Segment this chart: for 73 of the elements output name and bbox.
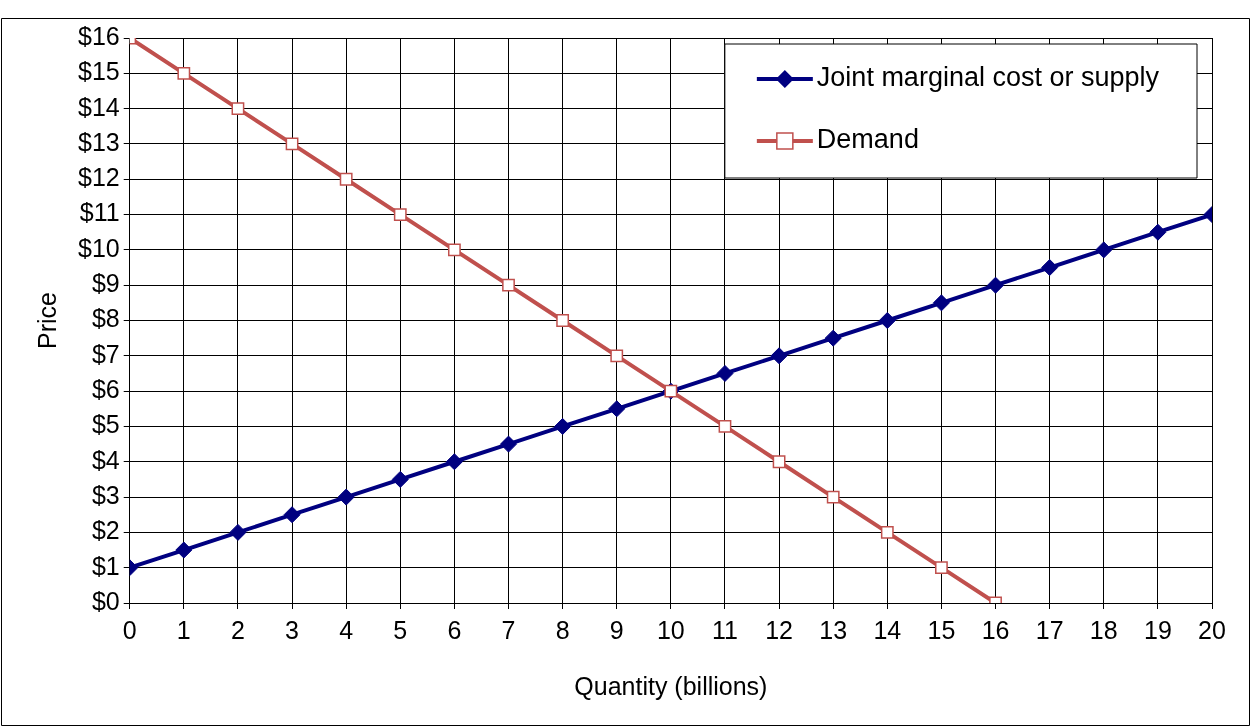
point bbox=[391, 470, 409, 488]
y-tick-label: $8 bbox=[91, 304, 120, 333]
point bbox=[445, 453, 463, 471]
point bbox=[718, 420, 732, 433]
x-tick-label: 7 bbox=[501, 615, 516, 644]
point bbox=[1095, 241, 1113, 259]
y-tick-label: $5 bbox=[91, 410, 120, 439]
point bbox=[500, 435, 518, 453]
point bbox=[554, 417, 572, 435]
x-tick-label: 15 bbox=[927, 615, 956, 644]
y-tick-label: $3 bbox=[91, 480, 120, 509]
y-tick-label: $11 bbox=[79, 198, 120, 227]
legend-label: Joint marginal cost or supply bbox=[816, 62, 1160, 93]
x-tick-label: 2 bbox=[230, 615, 245, 644]
point bbox=[880, 525, 894, 539]
x-tick-label: 3 bbox=[285, 615, 300, 644]
point bbox=[716, 364, 734, 382]
x-tick-label: 0 bbox=[122, 615, 137, 644]
x-tick-label: 8 bbox=[555, 615, 570, 644]
x-tick-label: 4 bbox=[339, 615, 354, 644]
point bbox=[447, 243, 461, 257]
y-tick-label: $1 bbox=[91, 551, 120, 580]
y-axis-title: Price bbox=[32, 292, 61, 349]
x-tick-label: 9 bbox=[609, 615, 624, 644]
point bbox=[175, 541, 193, 559]
point bbox=[610, 349, 624, 363]
y-tick-label: $14 bbox=[77, 92, 120, 121]
x-tick-label: 18 bbox=[1089, 615, 1118, 644]
point bbox=[502, 278, 515, 292]
x-tick-label: 20 bbox=[1198, 615, 1226, 644]
x-axis-title: Quantity (billions) bbox=[574, 671, 768, 700]
x-tick-label: 6 bbox=[447, 615, 462, 644]
point bbox=[229, 523, 247, 541]
point bbox=[1149, 223, 1167, 241]
point bbox=[824, 329, 842, 347]
point bbox=[932, 294, 950, 312]
y-tick-label: $4 bbox=[91, 445, 120, 474]
y-tick-label: $13 bbox=[77, 127, 120, 156]
y-tick-label: $7 bbox=[91, 339, 120, 368]
point bbox=[337, 488, 355, 506]
x-tick-label: 14 bbox=[873, 615, 902, 644]
y-tick-label: $12 bbox=[77, 163, 120, 192]
x-tick-label: 11 bbox=[711, 615, 738, 644]
y-tick-label: $16 bbox=[77, 21, 120, 50]
x-tick-label: 16 bbox=[981, 615, 1010, 644]
point bbox=[935, 561, 948, 575]
point bbox=[772, 455, 786, 469]
y-tick-label: $0 bbox=[91, 586, 120, 615]
point bbox=[987, 276, 1005, 294]
point bbox=[878, 312, 896, 329]
point bbox=[177, 66, 191, 80]
x-tick-label: 1 bbox=[176, 615, 191, 644]
y-tick-label: $9 bbox=[91, 269, 120, 298]
point bbox=[556, 314, 570, 327]
x-tick-label: 19 bbox=[1143, 615, 1172, 644]
point bbox=[826, 490, 840, 504]
y-tick-label: $6 bbox=[91, 375, 120, 404]
x-tick-label: 17 bbox=[1035, 615, 1064, 644]
legend-label: Demand bbox=[816, 124, 919, 155]
x-tick-label: 10 bbox=[656, 615, 685, 644]
x-tick-label: 5 bbox=[393, 615, 408, 644]
x-tick-label: 13 bbox=[819, 615, 848, 644]
point bbox=[393, 208, 407, 221]
point bbox=[231, 102, 245, 116]
point bbox=[1041, 259, 1059, 277]
y-tick-label: $15 bbox=[77, 57, 120, 86]
y-tick-label: $10 bbox=[77, 233, 120, 262]
x-tick-label: 12 bbox=[765, 615, 793, 644]
point bbox=[770, 347, 788, 365]
point bbox=[608, 400, 626, 418]
point bbox=[283, 506, 301, 524]
point bbox=[339, 172, 353, 186]
y-tick-label: $2 bbox=[91, 516, 120, 545]
